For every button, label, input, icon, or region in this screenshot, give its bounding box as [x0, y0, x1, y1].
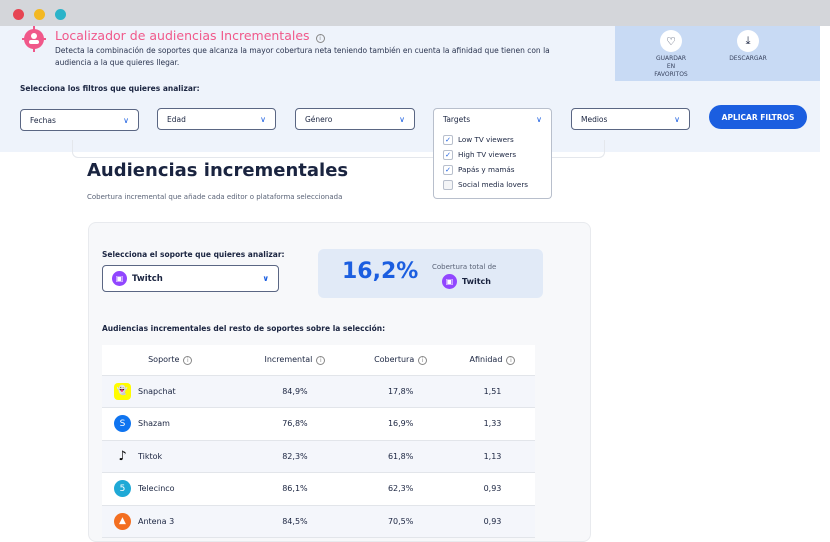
info-icon[interactable]: i: [418, 355, 428, 365]
table-cell: 82,3%: [238, 440, 352, 473]
table-cell: 1,13: [449, 440, 535, 473]
telecinco-icon: 5: [114, 480, 131, 498]
section-title: Audiencias incrementales: [87, 160, 349, 181]
col-cobertura: Cobertura i: [351, 345, 450, 376]
support-select[interactable]: ▣ Twitch ∨: [102, 265, 279, 292]
snapchat-icon: 👻: [114, 382, 131, 400]
table-cell: 1,33: [449, 407, 535, 441]
checkbox-checked-icon[interactable]: ✓: [443, 164, 453, 175]
minimize-window-dot[interactable]: [34, 9, 45, 20]
table-cell: 62,3%: [351, 472, 450, 506]
option-papas-mamas[interactable]: ✓ Papás y mamás: [443, 162, 542, 177]
table-cell: ♪ Tiktok: [102, 440, 239, 473]
checkbox-empty-icon[interactable]: [443, 179, 453, 190]
table-cell: 84,9%: [238, 375, 352, 408]
chevron-down-icon: ∨: [260, 115, 266, 124]
filter-fechas[interactable]: Fechas ∨: [20, 109, 139, 131]
table-cell: 0,93: [449, 505, 535, 538]
info-icon[interactable]: i: [316, 355, 326, 365]
table-row: 👻 Snapchat 84,9% 17,8% 1,51: [102, 375, 535, 408]
table-cell: 5 Telecinco: [102, 472, 239, 506]
option-low-tv-viewers[interactable]: ✓ Low TV viewers: [443, 132, 542, 147]
table-row: ▲ Antena 3 84,5% 70,5% 0,93: [102, 505, 535, 538]
option-label: High TV viewers: [458, 150, 517, 159]
table-title: Audiencias incrementales del resto de so…: [102, 324, 386, 333]
shazam-icon: S: [114, 415, 131, 433]
table-row: 5 Telecinco 86,1% 62,3% 0,93: [102, 472, 535, 506]
chevron-down-icon: ∨: [262, 274, 270, 283]
filter-label: Edad: [167, 115, 186, 124]
filter-edad[interactable]: Edad ∨: [157, 108, 276, 130]
filter-medios[interactable]: Medios ∨: [571, 108, 690, 130]
table-cell: 0,93: [449, 472, 535, 506]
filters-label: Selecciona los filtros que quieres anali…: [20, 84, 200, 93]
actions-panel: ♡ GUARDAR EN FAVORITOS ⤓ DESCARGAR: [615, 26, 820, 81]
chevron-down-icon: ∨: [536, 115, 542, 124]
antena3-icon: ▲: [114, 512, 131, 530]
col-incremental: Incremental i: [238, 345, 352, 376]
browser-bar: [0, 0, 830, 26]
table-header: Soporte i Incremental i Cobertura i Afinida…: [102, 345, 535, 376]
table-cell: 17,8%: [351, 375, 450, 408]
chevron-down-icon: ∨: [123, 116, 129, 125]
filter-label: Medios: [581, 115, 608, 124]
table-cell: 61,8%: [351, 440, 450, 473]
twitch-icon: ▣: [112, 271, 127, 286]
table-cell: 👻 Snapchat: [102, 375, 239, 408]
save-favorites-button[interactable]: ♡ GUARDAR EN FAVORITOS: [651, 30, 691, 79]
option-label: Papás y mamás: [458, 165, 515, 174]
table-cell: 16,9%: [351, 407, 450, 441]
table-row: ♪ Tiktok 82,3% 61,8% 1,13: [102, 440, 535, 473]
targets-dropdown: ✓ Low TV viewers ✓ High TV viewers ✓ Papás …: [433, 128, 552, 199]
info-icon[interactable]: i: [183, 355, 193, 365]
apply-filters-button[interactable]: APLICAR FILTROS: [709, 105, 807, 129]
col-afinidad: Afinidad i: [449, 345, 535, 376]
option-label: Social media lovers: [458, 180, 529, 189]
incremental-table: Soporte i Incremental i Cobertura i Afinida…: [102, 345, 535, 538]
table-row: S Shazam 76,8% 16,9% 1,33: [102, 407, 535, 441]
table-cell: 76,8%: [238, 407, 352, 441]
checkbox-checked-icon[interactable]: ✓: [443, 134, 453, 145]
filter-targets[interactable]: Targets ∨: [433, 108, 552, 130]
option-social-media-lovers[interactable]: Social media lovers: [443, 177, 542, 192]
heart-icon: ♡: [660, 30, 682, 52]
download-icon: ⤓: [737, 30, 759, 52]
table-cell: ▲ Antena 3: [102, 505, 239, 538]
table-cell: 86,1%: [238, 472, 352, 506]
previous-card: [72, 140, 605, 158]
info-icon[interactable]: i: [315, 34, 325, 43]
col-soporte: Soporte i: [102, 345, 239, 376]
info-icon[interactable]: i: [506, 355, 516, 365]
tiktok-icon: ♪: [118, 448, 127, 464]
table-cell: 70,5%: [351, 505, 450, 538]
chevron-down-icon: ∨: [674, 115, 680, 124]
kpi-support: ▣ Twitch: [442, 274, 491, 289]
coverage-kpi: 16,2% Cobertura total de ▣ Twitch: [318, 249, 543, 298]
kpi-value: 16,2%: [342, 259, 419, 284]
filter-genero[interactable]: Género ∨: [295, 108, 415, 130]
selected-support: Twitch: [132, 273, 163, 284]
filter-label: Género: [305, 115, 333, 124]
chevron-down-icon: ∨: [399, 115, 405, 124]
table-cell: 84,5%: [238, 505, 352, 538]
target-person-icon: [22, 26, 46, 52]
kpi-support-name: Twitch: [462, 277, 491, 286]
twitch-icon: ▣: [442, 274, 457, 289]
section-subtitle: Cobertura incremental que añade cada edi…: [87, 193, 343, 201]
app-title: Localizador de audiencias Incrementales i: [55, 28, 325, 43]
checkbox-checked-icon[interactable]: ✓: [443, 149, 453, 160]
kpi-label: Cobertura total de: [432, 263, 497, 271]
filter-label: Fechas: [30, 116, 56, 125]
download-button[interactable]: ⤓ DESCARGAR: [723, 30, 773, 63]
filter-label: Targets: [443, 115, 471, 124]
option-label: Low TV viewers: [458, 135, 514, 144]
table-cell: 1,51: [449, 375, 535, 408]
table-cell: S Shazam: [102, 407, 239, 441]
option-high-tv-viewers[interactable]: ✓ High TV viewers: [443, 147, 542, 162]
close-window-dot[interactable]: [13, 9, 24, 20]
support-select-label: Selecciona el soporte que quieres analiz…: [102, 250, 285, 259]
maximize-window-dot[interactable]: [55, 9, 66, 20]
app-description: Detecta la combinación de soportes que a…: [55, 46, 550, 67]
